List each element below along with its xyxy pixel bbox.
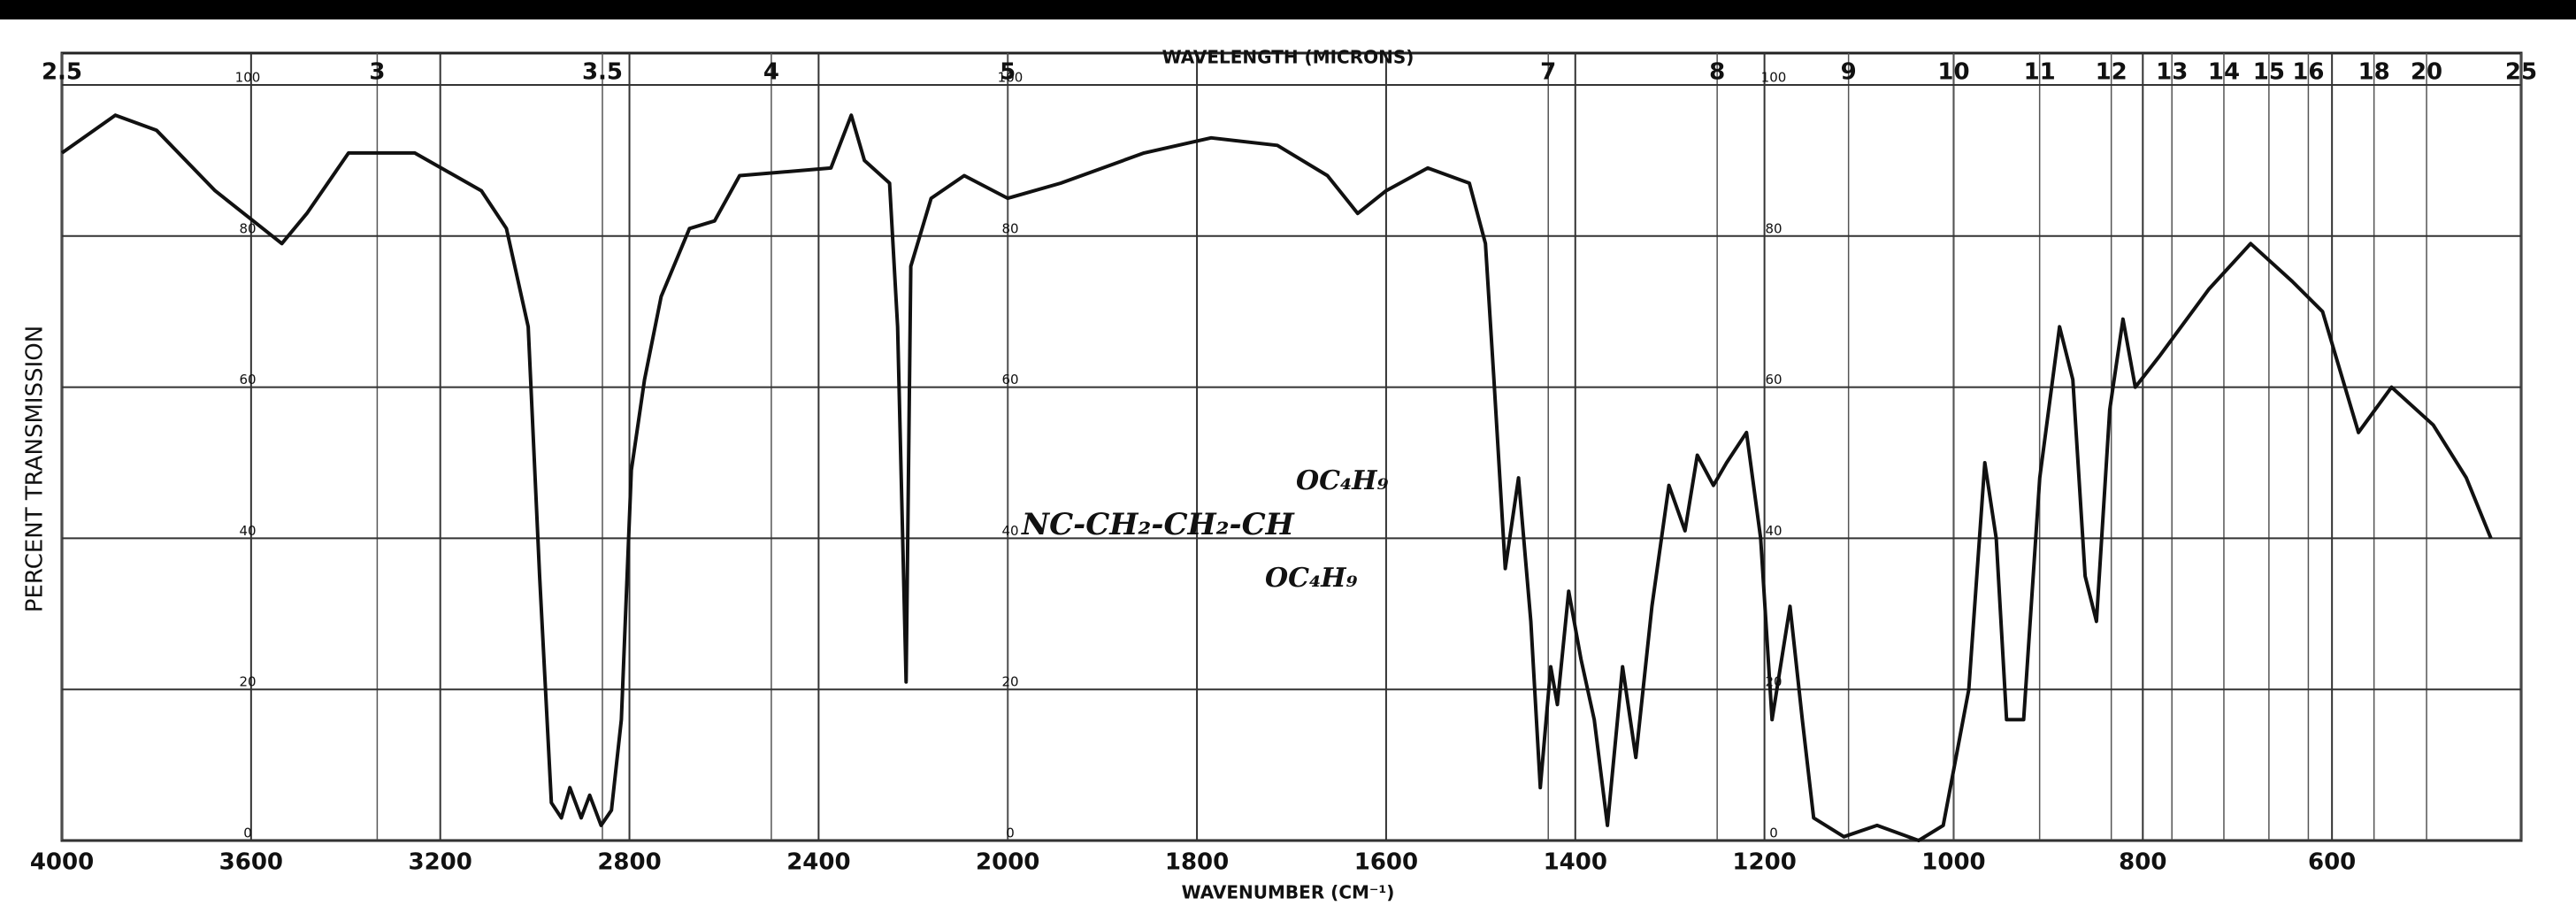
x2-tick-label: 12 xyxy=(2096,59,2128,86)
x2-tick-label: 3 xyxy=(369,59,385,86)
y-tick-label: 40 xyxy=(1765,523,1782,539)
x-tick-label: 2000 xyxy=(976,849,1039,876)
plot-frame xyxy=(60,51,2523,842)
x-tick-label: 3600 xyxy=(219,849,283,876)
labels: WAVELENGTH (MICRONS) WAVENUMBER (CM⁻¹) P… xyxy=(22,47,1414,903)
x2-tick-label: 14 xyxy=(2208,59,2240,86)
x2-tick-label: 2.5 xyxy=(42,59,82,86)
x2-tick-label: 7 xyxy=(1540,59,1556,86)
x2-tick-label: 8 xyxy=(1709,59,1725,86)
y-tick-label: 80 xyxy=(1765,220,1782,236)
annotation: NC-CH₂-CH₂-CH xyxy=(1021,507,1296,542)
x-tick-label: 2400 xyxy=(786,849,850,876)
x-tick-label: 1000 xyxy=(1921,849,1985,876)
x-tick-label: 1400 xyxy=(1544,849,1607,876)
x2-tick-label: 18 xyxy=(2358,59,2390,86)
x-tick-label: 800 xyxy=(2119,849,2166,876)
x2-tick-label: 13 xyxy=(2156,59,2188,86)
y-tick-label: 60 xyxy=(1001,372,1018,388)
grid xyxy=(61,53,2522,841)
y-tick-label: 100 xyxy=(1761,70,1787,86)
top-bar xyxy=(0,0,2576,19)
x2-tick-label: 25 xyxy=(2505,59,2537,86)
annotation: OC₄H₉ xyxy=(1296,465,1389,496)
y-tick-label: 100 xyxy=(235,70,261,86)
x-axis-title: WAVENUMBER (CM⁻¹) xyxy=(1182,882,1395,903)
x2-tick-label: 10 xyxy=(1937,59,1969,86)
x2-tick-label: 9 xyxy=(1841,59,1857,86)
spectrum-line xyxy=(60,113,2493,842)
y-tick-label: 0 xyxy=(1769,825,1778,841)
y-tick-label: 100 xyxy=(998,70,1024,86)
x2-tick-label: 15 xyxy=(2253,59,2285,86)
x-tick-label: 1800 xyxy=(1165,849,1229,876)
y-tick-label: 80 xyxy=(1001,220,1018,236)
y-tick-label: 20 xyxy=(1001,674,1018,690)
x-tick-label: 2800 xyxy=(597,849,661,876)
x2-tick-label: 11 xyxy=(2024,59,2056,86)
x-tick-label: 1200 xyxy=(1732,849,1796,876)
y-tick-label: 0 xyxy=(243,825,252,841)
y-tick-label: 40 xyxy=(239,523,256,539)
x2-tick-label: 16 xyxy=(2292,59,2324,86)
x2-tick-label: 4 xyxy=(763,59,779,86)
x-tick-label: 600 xyxy=(2308,849,2356,876)
x2-tick-label: 5 xyxy=(1000,59,1016,86)
y-axis-title: PERCENT TRANSMISSION xyxy=(22,326,49,612)
x-tick-label: 3200 xyxy=(409,849,472,876)
y-tick-label: 60 xyxy=(239,372,256,388)
x2-tick-label: 3.5 xyxy=(582,59,623,86)
y-tick-label: 80 xyxy=(239,220,256,236)
annotation: OC₄H₉ xyxy=(1265,563,1358,594)
x2-tick-label: 20 xyxy=(2411,59,2442,86)
y-tick-label: 40 xyxy=(1001,523,1018,539)
x-tick-label: 4000 xyxy=(30,849,94,876)
y-tick-label: 0 xyxy=(1006,825,1015,841)
y-tick-label: 20 xyxy=(239,674,256,690)
x-tick-label: 1600 xyxy=(1354,849,1418,876)
top-axis-title: WAVELENGTH (MICRONS) xyxy=(1162,47,1414,68)
y-tick-label: 60 xyxy=(1765,372,1782,388)
